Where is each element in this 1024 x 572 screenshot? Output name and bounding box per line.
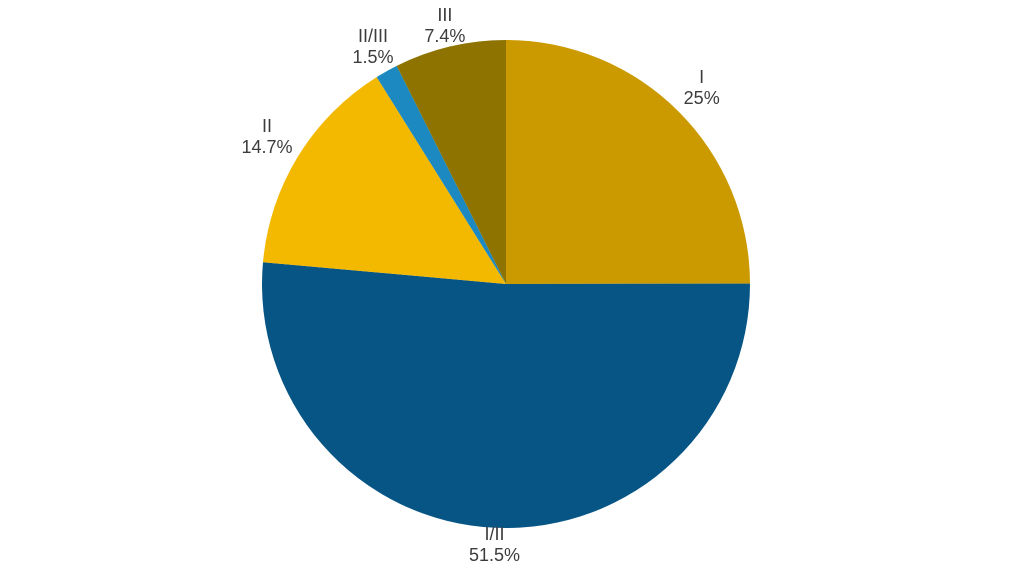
pie-slice-i[interactable] xyxy=(506,40,750,284)
pie-slice-ii-iii[interactable] xyxy=(376,65,506,284)
pie-slice-i-ii[interactable] xyxy=(262,262,751,529)
pie-slice-iii[interactable] xyxy=(396,40,506,284)
pie-slice-ii[interactable] xyxy=(262,77,506,284)
